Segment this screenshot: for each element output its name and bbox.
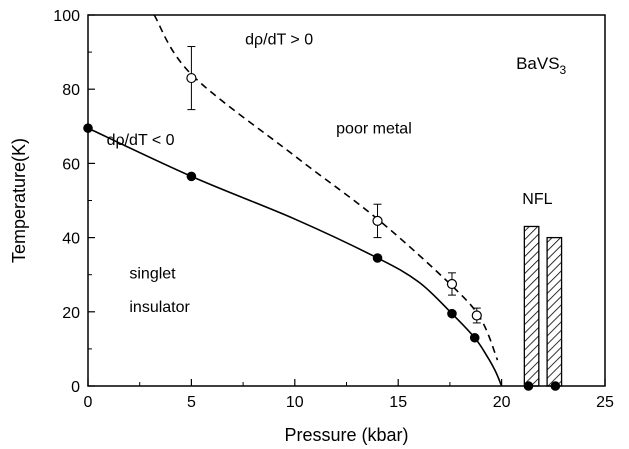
x-tick-label: 15 — [389, 394, 407, 411]
annotation-label: NFL — [522, 191, 552, 208]
x-tick-label: 10 — [286, 394, 304, 411]
x-tick-label: 5 — [187, 394, 196, 411]
annotations-layer: dρ/dT > 0 dρ/dT < 0 poor metal NFL singlet in… — [107, 32, 553, 316]
y-tick-label: 60 — [62, 156, 80, 173]
compound-subscript: 3 — [560, 63, 567, 77]
filled-data-point — [186, 171, 197, 182]
annotation-label: dρ/dT > 0 — [245, 32, 313, 49]
x-axis-label: Pressure (kbar) — [284, 425, 408, 445]
points-layer — [83, 46, 561, 391]
annotation-label: singlet — [129, 265, 176, 282]
open-data-point — [186, 72, 197, 84]
filled-data-point — [469, 332, 480, 343]
open-data-point — [446, 278, 458, 290]
solid-boundary-curve — [87, 127, 503, 387]
annotation-label: insulator — [129, 299, 190, 316]
y-tick-label: 20 — [62, 305, 80, 322]
filled-data-point — [447, 308, 457, 319]
open-data-point — [471, 310, 482, 321]
y-tick-label: 100 — [53, 8, 80, 25]
y-tick-label: 0 — [71, 379, 80, 396]
y-tick-label: 80 — [62, 82, 80, 99]
compound-base: BaVS — [516, 54, 559, 73]
open-data-point — [372, 215, 383, 227]
nfl-bar — [523, 225, 540, 387]
x-tick-label: 20 — [493, 394, 511, 411]
nfl-bar — [546, 236, 563, 387]
ticks-layer: 0 5 10 15 20 25 0 20 40 60 80 100 — [53, 8, 614, 411]
annotation-label: dρ/dT < 0 — [107, 132, 175, 149]
x-tick-label: 25 — [596, 394, 614, 411]
compound-label: BaVS3 — [516, 54, 566, 77]
x-tick-label: 0 — [84, 394, 93, 411]
y-tick-label: 40 — [62, 231, 80, 248]
bars-layer — [523, 225, 563, 387]
annotation-label: poor metal — [336, 121, 412, 138]
y-axis-label: Temperature(K) — [9, 138, 29, 263]
curves-layer — [87, 14, 503, 387]
filled-data-point — [372, 253, 383, 263]
